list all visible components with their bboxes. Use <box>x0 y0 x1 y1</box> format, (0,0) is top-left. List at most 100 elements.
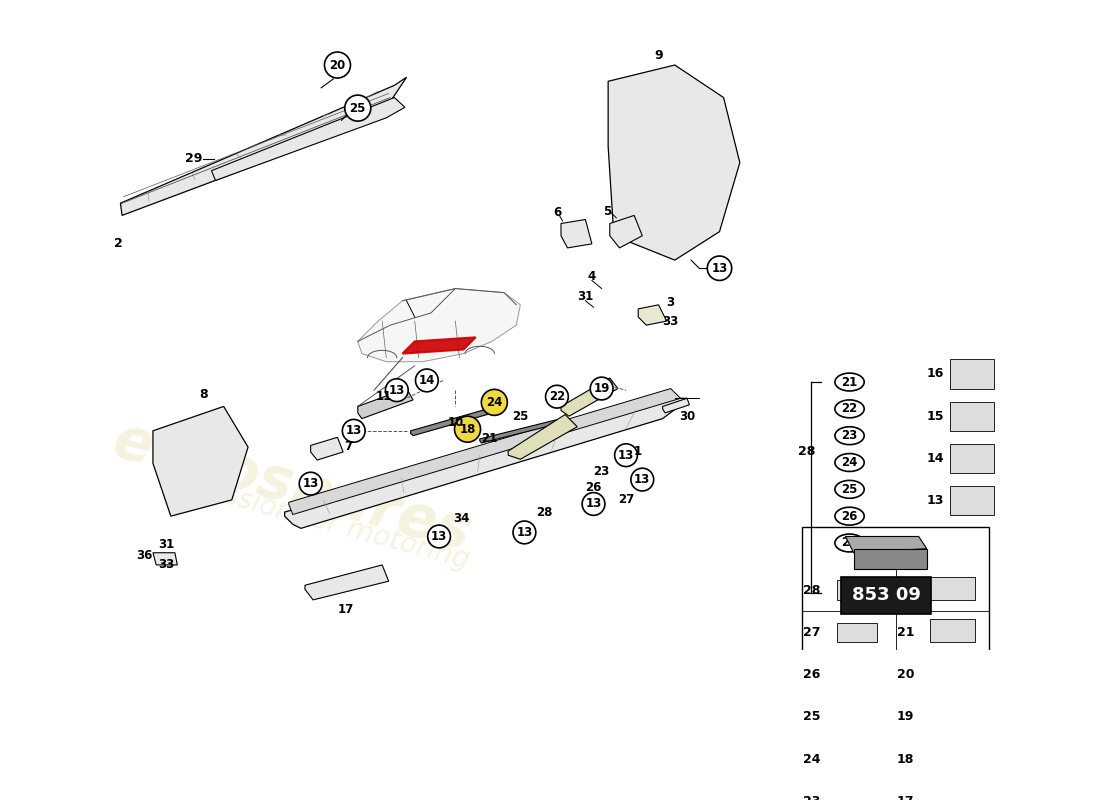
Circle shape <box>546 386 569 408</box>
FancyBboxPatch shape <box>837 792 877 800</box>
Polygon shape <box>305 565 388 600</box>
Text: 8: 8 <box>199 388 208 401</box>
Text: 11: 11 <box>376 390 392 403</box>
Text: 26: 26 <box>585 482 602 494</box>
Text: 16: 16 <box>926 367 944 381</box>
Text: 2: 2 <box>113 238 122 250</box>
Text: 13: 13 <box>431 530 448 543</box>
Text: 18: 18 <box>460 422 475 436</box>
FancyBboxPatch shape <box>837 665 877 685</box>
Text: 28: 28 <box>803 584 821 597</box>
Text: 19: 19 <box>896 710 914 723</box>
Circle shape <box>482 390 507 415</box>
Text: 13: 13 <box>712 262 727 274</box>
Polygon shape <box>854 549 927 569</box>
Circle shape <box>385 378 408 402</box>
Polygon shape <box>310 438 343 460</box>
Text: 23: 23 <box>594 465 609 478</box>
Text: 24: 24 <box>486 396 503 409</box>
Text: 20: 20 <box>896 668 914 681</box>
Polygon shape <box>638 305 667 325</box>
FancyBboxPatch shape <box>837 750 877 769</box>
Text: 15: 15 <box>926 410 944 422</box>
FancyBboxPatch shape <box>949 359 994 389</box>
Text: 10: 10 <box>448 416 463 429</box>
Circle shape <box>344 95 371 121</box>
Text: 13: 13 <box>926 494 944 507</box>
Circle shape <box>591 377 613 400</box>
Polygon shape <box>358 289 520 362</box>
Text: 13: 13 <box>302 477 319 490</box>
Circle shape <box>513 521 536 544</box>
Text: 24: 24 <box>803 753 821 766</box>
Text: 17: 17 <box>338 603 354 616</box>
Text: 13: 13 <box>345 424 362 438</box>
Polygon shape <box>410 406 498 436</box>
Text: 22: 22 <box>549 390 565 403</box>
FancyBboxPatch shape <box>802 526 989 780</box>
Text: 24: 24 <box>842 456 858 469</box>
Text: 5: 5 <box>603 205 612 218</box>
Polygon shape <box>609 215 642 248</box>
Circle shape <box>342 419 365 442</box>
Polygon shape <box>288 389 681 514</box>
Polygon shape <box>358 389 414 418</box>
Text: 13: 13 <box>635 473 650 486</box>
Text: 25: 25 <box>513 410 528 423</box>
Text: 13: 13 <box>516 526 532 539</box>
Polygon shape <box>508 414 578 459</box>
Polygon shape <box>403 338 475 354</box>
Polygon shape <box>211 98 405 181</box>
FancyBboxPatch shape <box>837 580 877 600</box>
Text: 33: 33 <box>662 314 679 327</box>
Circle shape <box>428 525 451 548</box>
Text: 27: 27 <box>618 494 635 506</box>
Polygon shape <box>480 418 562 443</box>
Text: 13: 13 <box>388 384 405 397</box>
Text: 6: 6 <box>553 206 561 219</box>
Text: 18: 18 <box>896 753 914 766</box>
Polygon shape <box>561 378 618 416</box>
FancyBboxPatch shape <box>930 662 975 685</box>
Text: 25: 25 <box>350 102 366 114</box>
Text: 26: 26 <box>842 510 858 522</box>
Text: 23: 23 <box>803 795 821 800</box>
FancyBboxPatch shape <box>842 577 931 614</box>
Text: 29: 29 <box>185 152 202 165</box>
Text: 36: 36 <box>135 549 152 562</box>
Text: 19: 19 <box>594 382 609 395</box>
Circle shape <box>615 444 637 466</box>
Text: 4: 4 <box>587 270 596 283</box>
Circle shape <box>324 52 351 78</box>
FancyBboxPatch shape <box>930 789 975 800</box>
Text: 27: 27 <box>803 626 821 639</box>
Ellipse shape <box>835 426 865 445</box>
Circle shape <box>416 369 438 392</box>
Text: 20: 20 <box>329 58 345 71</box>
Text: 28: 28 <box>537 506 553 518</box>
Text: 25: 25 <box>803 710 821 723</box>
Text: 13: 13 <box>585 498 602 510</box>
Text: 27: 27 <box>842 537 858 550</box>
Text: 21: 21 <box>842 375 858 389</box>
FancyBboxPatch shape <box>930 619 975 642</box>
Circle shape <box>299 472 322 495</box>
Text: 3: 3 <box>667 296 674 309</box>
Text: 17: 17 <box>896 795 914 800</box>
Text: 28: 28 <box>798 445 815 458</box>
Text: 9: 9 <box>654 49 663 62</box>
FancyBboxPatch shape <box>949 486 994 515</box>
Text: 25: 25 <box>842 483 858 496</box>
Circle shape <box>631 468 653 491</box>
FancyBboxPatch shape <box>837 622 877 642</box>
Text: 7: 7 <box>344 440 352 453</box>
Text: 22: 22 <box>842 402 858 415</box>
FancyBboxPatch shape <box>837 707 877 726</box>
Polygon shape <box>285 398 688 528</box>
Text: a passion for motoring: a passion for motoring <box>162 466 472 574</box>
Text: 26: 26 <box>803 668 821 681</box>
Ellipse shape <box>835 534 865 552</box>
Text: 21: 21 <box>896 626 914 639</box>
Text: 13: 13 <box>618 449 635 462</box>
Text: 1: 1 <box>635 445 642 458</box>
